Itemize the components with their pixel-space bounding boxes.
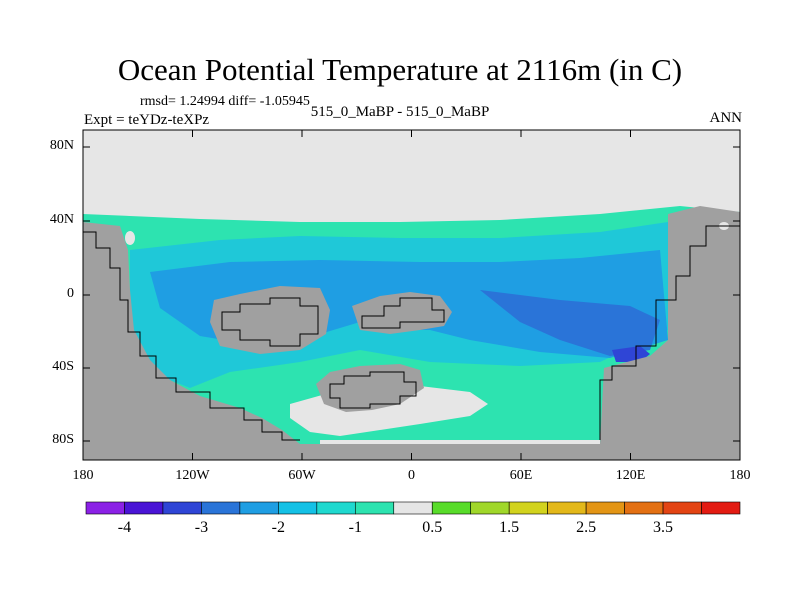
colorbar-swatch bbox=[470, 501, 510, 515]
lon-tick-label: 180 bbox=[72, 468, 94, 483]
coastlines bbox=[83, 225, 740, 441]
colorbar-swatch bbox=[701, 501, 741, 515]
lon-tick-label: 120W bbox=[175, 468, 210, 483]
missing-lake bbox=[125, 231, 135, 245]
colorbar-swatch bbox=[278, 501, 318, 515]
longitude-ticks bbox=[82, 130, 741, 460]
coastline-island-south bbox=[329, 371, 417, 409]
lat-tick-label: 80N bbox=[49, 138, 74, 153]
colorbar-swatch bbox=[354, 501, 395, 515]
lon-tick-label: 60E bbox=[509, 468, 533, 483]
colorbar-swatch bbox=[162, 501, 202, 515]
colorbar-label: -4 bbox=[117, 519, 132, 536]
ocean-dark-patch bbox=[612, 346, 650, 362]
lat-tick-label: 40S bbox=[52, 359, 74, 374]
colorbar-swatch bbox=[124, 501, 164, 515]
colorbar-swatch bbox=[431, 501, 472, 515]
lat-tick-label: 80S bbox=[52, 432, 74, 447]
plot-title: Ocean Potential Temperature at 2116m (in… bbox=[117, 52, 683, 87]
colorbar-label: -1 bbox=[348, 519, 362, 536]
colorbar-swatch bbox=[547, 501, 587, 515]
lat-tick-label: 40N bbox=[49, 212, 74, 227]
experiment-label: Expt = teYDz-teXPz bbox=[84, 112, 210, 128]
lon-tick-label: 60W bbox=[288, 468, 316, 483]
colorbar-swatch bbox=[239, 501, 279, 515]
land-island-central bbox=[352, 292, 452, 334]
colorbar-swatch bbox=[508, 501, 548, 515]
colorbar-swatch bbox=[585, 501, 625, 515]
colorbar-swatch bbox=[662, 501, 702, 515]
colorbar-label: 3.5 bbox=[653, 519, 674, 536]
colorbar-label: -2 bbox=[271, 519, 285, 536]
colorbar-swatch bbox=[85, 501, 125, 515]
colorbar-label: 0.5 bbox=[422, 519, 443, 536]
coastline-west bbox=[83, 231, 300, 441]
coastline-island-central bbox=[361, 297, 445, 329]
rmsd-diff-stats: rmsd= 1.24994 diff= -1.05945 bbox=[140, 94, 310, 109]
colorbar-label: -3 bbox=[194, 519, 209, 536]
colorbar-swatch bbox=[624, 501, 664, 515]
colorbar-label: 1.5 bbox=[499, 519, 520, 536]
land-west-continent bbox=[83, 206, 740, 460]
latitude-ticks bbox=[83, 146, 740, 442]
coastline-east bbox=[599, 225, 740, 440]
lon-tick-label: 180 bbox=[729, 468, 751, 483]
colorbar-label: 2.5 bbox=[576, 519, 597, 536]
ocean-deep-layer bbox=[480, 290, 660, 356]
case-label: 515_0_MaBP - 515_0_MaBP bbox=[310, 104, 490, 120]
colorbar-swatch bbox=[393, 501, 433, 515]
map-field bbox=[83, 130, 740, 460]
lat-tick-label: 0 bbox=[67, 286, 74, 301]
colorbar bbox=[85, 501, 741, 515]
lon-tick-label: 120E bbox=[615, 468, 646, 483]
colorbar-swatch bbox=[201, 501, 241, 515]
land-island-south bbox=[316, 364, 424, 412]
season-label: ANN bbox=[709, 110, 743, 126]
colorbar-swatch bbox=[316, 501, 356, 515]
coastline-island-west bbox=[221, 297, 319, 347]
lon-tick-label: 0 bbox=[408, 468, 415, 483]
